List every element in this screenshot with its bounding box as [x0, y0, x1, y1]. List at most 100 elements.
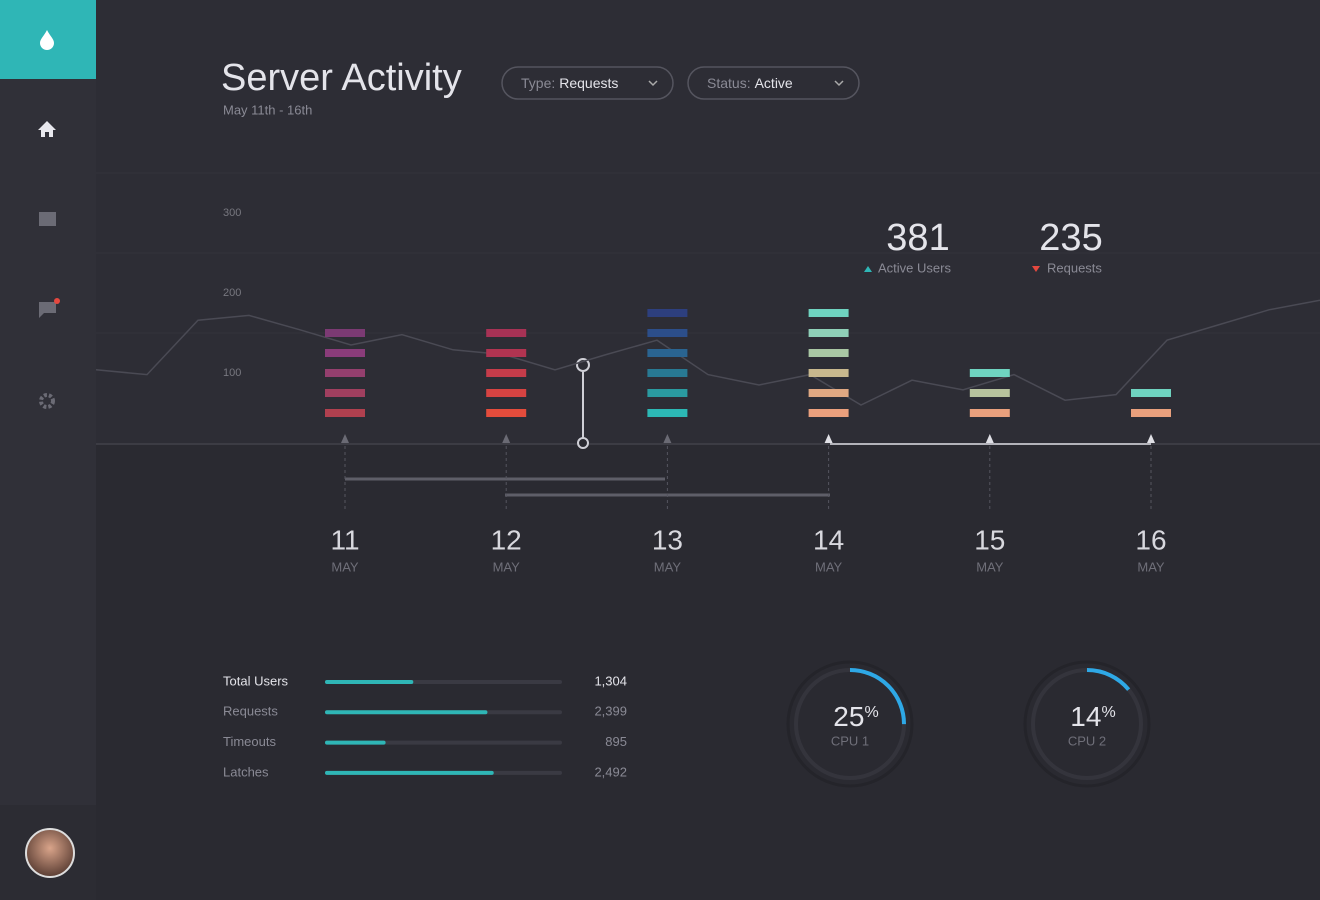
gauge-ring: [1023, 660, 1151, 788]
day-number: 16: [1135, 524, 1166, 555]
filter-label: Status:: [707, 75, 751, 91]
total-value: 1,304: [594, 673, 627, 688]
day-marker[interactable]: [824, 434, 833, 443]
bar-fill: [325, 680, 414, 684]
bar-fill: [325, 770, 494, 775]
activity-segment: [647, 369, 688, 377]
stat-label: Active Users: [878, 260, 951, 275]
total-label: Timeouts: [223, 734, 276, 749]
day-number: 14: [813, 524, 844, 555]
activity-segment: [486, 389, 527, 397]
day-month: MAY: [493, 559, 521, 574]
filter-text: Status: Active: [707, 75, 793, 91]
logo-icon: [40, 30, 54, 50]
activity-segment: [647, 349, 688, 357]
filter-dropdown[interactable]: [501, 66, 674, 100]
gauge-arc: [794, 668, 906, 780]
total-label: Total Users: [223, 673, 289, 688]
activity-segment: [647, 309, 688, 317]
gauge-arc: [1031, 668, 1143, 780]
total-value: 895: [605, 734, 627, 749]
stat-value: 235: [1039, 217, 1102, 259]
activity-segment: [486, 409, 527, 417]
gauge-number: 25: [833, 701, 864, 732]
gauge-label: CPU 2: [1068, 733, 1106, 748]
date-range: May 11th - 16th: [223, 102, 312, 117]
sidebar: [0, 0, 96, 900]
page-title: Server Activity: [221, 57, 462, 99]
day-month: MAY: [331, 559, 359, 574]
stat-value: 381: [886, 217, 949, 259]
gauge-label: CPU 1: [831, 733, 869, 748]
gauge-value: 25%: [833, 701, 878, 732]
day-number: 13: [652, 524, 683, 555]
gauge-ring: [786, 660, 914, 788]
activity-segment: [486, 369, 527, 377]
filter-dropdown[interactable]: [687, 66, 860, 100]
filter-value: Requests: [559, 75, 618, 91]
filter-text: Type: Requests: [521, 75, 618, 91]
activity-line: [95, 299, 1320, 406]
activity-segment: [647, 329, 688, 337]
day-marker[interactable]: [985, 434, 994, 443]
y-tick-label: 300: [223, 207, 241, 219]
day-month: MAY: [976, 559, 1004, 574]
total-label: Latches: [223, 764, 269, 779]
activity-segment: [808, 309, 849, 317]
day-number: 11: [330, 524, 359, 555]
day-number: 15: [974, 524, 1005, 555]
day-marker[interactable]: [502, 434, 511, 443]
day-month: MAY: [815, 559, 843, 574]
day-month: MAY: [1137, 559, 1165, 574]
filter-label: Type:: [521, 75, 555, 91]
gauge-unit: %: [1101, 704, 1115, 721]
activity-segment: [808, 369, 849, 377]
day-marker[interactable]: [1147, 434, 1155, 443]
stat-label: Requests: [1047, 260, 1102, 275]
activity-segment: [808, 409, 849, 417]
trend-arrow: [1032, 266, 1040, 272]
activity-segment: [1131, 389, 1171, 397]
time-pin-base[interactable]: [577, 437, 589, 449]
gauge-number: 14: [1070, 701, 1101, 732]
y-tick-label: 100: [223, 367, 241, 379]
messages-icon[interactable]: [39, 302, 56, 318]
settings-icon[interactable]: [39, 393, 55, 409]
activity-segment: [808, 329, 849, 337]
activity-segment: [325, 409, 365, 417]
total-value: 2,492: [594, 764, 627, 779]
bar-fill: [325, 740, 386, 745]
day-marker[interactable]: [341, 434, 349, 443]
chart-area: [96, 0, 1320, 445]
notification-dot: [54, 298, 60, 304]
activity-segment: [325, 389, 365, 397]
activity-segment: [969, 369, 1010, 377]
day-number: 12: [491, 524, 522, 555]
gauge-unit: %: [864, 704, 878, 721]
trend-arrow: [864, 266, 872, 272]
avatar[interactable]: [25, 828, 75, 878]
activity-segment: [647, 409, 688, 417]
chevron: [648, 80, 658, 87]
filter-value: Active: [755, 75, 793, 91]
home-icon[interactable]: [38, 121, 56, 137]
total-label: Requests: [223, 704, 278, 719]
y-tick-label: 200: [223, 287, 241, 299]
activity-segment: [969, 409, 1010, 417]
activity-segment: [1131, 409, 1171, 417]
chevron: [834, 80, 844, 87]
gauge-value: 14%: [1070, 701, 1115, 732]
activity-segment: [325, 369, 365, 377]
activity-segment: [647, 389, 688, 397]
activity-segment: [969, 389, 1010, 397]
time-pin-handle[interactable]: [576, 358, 590, 372]
total-value: 2,399: [594, 704, 627, 719]
day-marker[interactable]: [663, 434, 672, 443]
activity-segment: [808, 349, 849, 357]
activity-segment: [325, 349, 365, 357]
calendar-icon[interactable]: [39, 212, 56, 226]
activity-segment: [486, 349, 527, 357]
activity-segment: [325, 329, 365, 337]
day-month: MAY: [654, 559, 682, 574]
